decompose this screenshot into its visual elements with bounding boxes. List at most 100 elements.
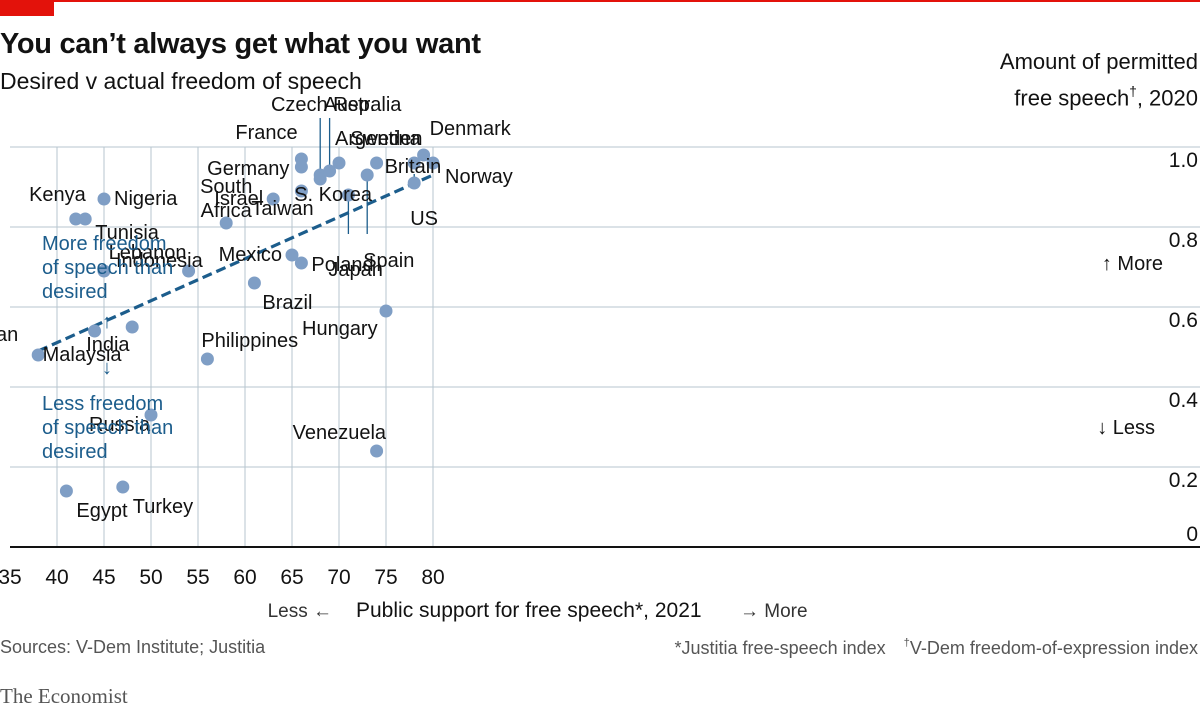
point-label: Africa	[201, 200, 253, 222]
point-label: Argentina	[335, 128, 421, 150]
x-tick-label: 70	[327, 566, 350, 589]
point-label: Nigeria	[114, 188, 178, 210]
point-label: US	[410, 208, 438, 230]
point-label: Germany	[207, 158, 289, 180]
x-axis-less-label: Less ←	[268, 601, 332, 622]
point-label: Denmark	[430, 118, 512, 140]
economist-logo-text: The Economist	[0, 684, 128, 708]
x-tick-label: 45	[92, 566, 115, 589]
top-rule	[0, 0, 1200, 2]
y-tick-label: 0.6	[1169, 309, 1198, 332]
point-label: India	[86, 334, 130, 356]
trend-line	[37, 173, 434, 353]
point-label: Czech Rep.	[271, 94, 376, 116]
point-label: Norway	[445, 166, 513, 188]
y-axis-title-text: free speech	[1014, 85, 1130, 111]
footnote-dagger-mark: †	[903, 637, 910, 649]
data-point	[332, 156, 346, 170]
data-point	[88, 324, 102, 338]
point-label: Tunisia	[95, 222, 160, 244]
point-label: Israel	[214, 188, 263, 210]
x-tick-label: 55	[186, 566, 209, 589]
footnote-star: *Justitia free-speech index	[674, 637, 886, 658]
x-tick-label: 35	[0, 566, 22, 589]
dagger-mark: †	[1129, 84, 1137, 99]
y-axis-title-line2: free speech†, 2020	[1000, 77, 1198, 114]
annotation-less-right: ↓ Less	[1097, 417, 1155, 439]
x-tick-label: 65	[280, 566, 303, 589]
down-arrow-icon: ↓	[102, 357, 112, 379]
x-tick-label: 50	[139, 566, 162, 589]
data-point	[97, 264, 111, 278]
chart-subtitle: Desired v actual freedom of speech	[0, 68, 362, 94]
point-label: Venezuela	[293, 422, 387, 444]
data-point	[323, 164, 337, 178]
point-label: Brazil	[262, 292, 312, 314]
data-point	[294, 256, 308, 270]
data-point	[116, 480, 130, 494]
data-point	[247, 276, 261, 290]
point-label: Hungary	[302, 318, 378, 340]
data-point	[294, 184, 308, 198]
y-axis-title: Amount of permitted free speech†, 2020	[1000, 47, 1198, 114]
annotation-more-right: ↑ More	[1102, 253, 1163, 275]
point-label: Philippines	[201, 330, 298, 352]
data-point	[144, 408, 158, 422]
data-point	[370, 156, 384, 170]
y-tick-label: 0.8	[1169, 229, 1198, 252]
data-point	[266, 192, 280, 206]
point-label: Sweden	[350, 128, 422, 150]
data-point	[417, 148, 431, 162]
data-point	[31, 348, 45, 362]
point-label: Poland	[311, 254, 373, 276]
up-arrow-icon: ↑	[102, 311, 112, 333]
x-tick-label: 80	[421, 566, 444, 589]
point-label: Russia	[89, 414, 151, 436]
point-label: Lebanon	[109, 242, 187, 264]
y-axis-title-year: , 2020	[1136, 85, 1198, 111]
point-label: Malaysia	[43, 344, 123, 366]
point-label: France	[235, 122, 297, 144]
data-point	[379, 304, 393, 318]
point-label: Japan	[328, 259, 383, 281]
x-axis-more-label: → More	[740, 601, 808, 622]
sources-note: Sources: V-Dem Institute; Justitia	[0, 637, 266, 657]
point-label: Indonesia	[116, 250, 204, 272]
footnote-dagger: V-Dem freedom-of-expression index	[909, 637, 1198, 658]
data-point	[219, 216, 233, 230]
data-point	[426, 156, 440, 170]
y-tick-label: 0.2	[1169, 469, 1198, 492]
point-label: Taiwan	[251, 198, 313, 220]
data-point	[285, 248, 299, 262]
data-point	[407, 176, 421, 190]
point-label: S. Korea	[294, 184, 373, 206]
point-label: Pakistan	[0, 324, 18, 346]
point-label: Mexico	[219, 244, 282, 266]
point-label: Turkey	[133, 496, 193, 518]
x-tick-label: 60	[233, 566, 256, 589]
y-tick-label: 1.0	[1169, 149, 1198, 172]
annotation-more-freedom: desired	[42, 281, 108, 303]
y-axis-title-line1: Amount of permitted	[999, 49, 1198, 74]
x-tick-label: 75	[374, 566, 397, 589]
point-label: Spain	[363, 250, 414, 272]
data-point	[200, 352, 214, 366]
data-point	[78, 212, 92, 226]
data-point	[97, 192, 111, 206]
data-point	[313, 172, 327, 186]
data-point	[182, 264, 196, 278]
point-label: Kenya	[29, 184, 87, 206]
point-label: Britain	[385, 156, 442, 178]
annotation-less-freedom: of speech than	[42, 417, 173, 439]
data-point	[59, 484, 73, 498]
annotation-less-freedom: desired	[42, 441, 108, 463]
annotation-more-freedom: More freedom	[42, 233, 167, 255]
data-point	[360, 168, 374, 182]
data-point	[69, 212, 83, 226]
footnotes: *Justitia free-speech index †V-Dem freedo…	[675, 637, 1198, 659]
data-point	[294, 152, 308, 166]
data-point	[341, 188, 355, 202]
point-label: South	[200, 176, 252, 198]
x-axis-title: Public support for free speech*, 2021	[356, 599, 702, 622]
